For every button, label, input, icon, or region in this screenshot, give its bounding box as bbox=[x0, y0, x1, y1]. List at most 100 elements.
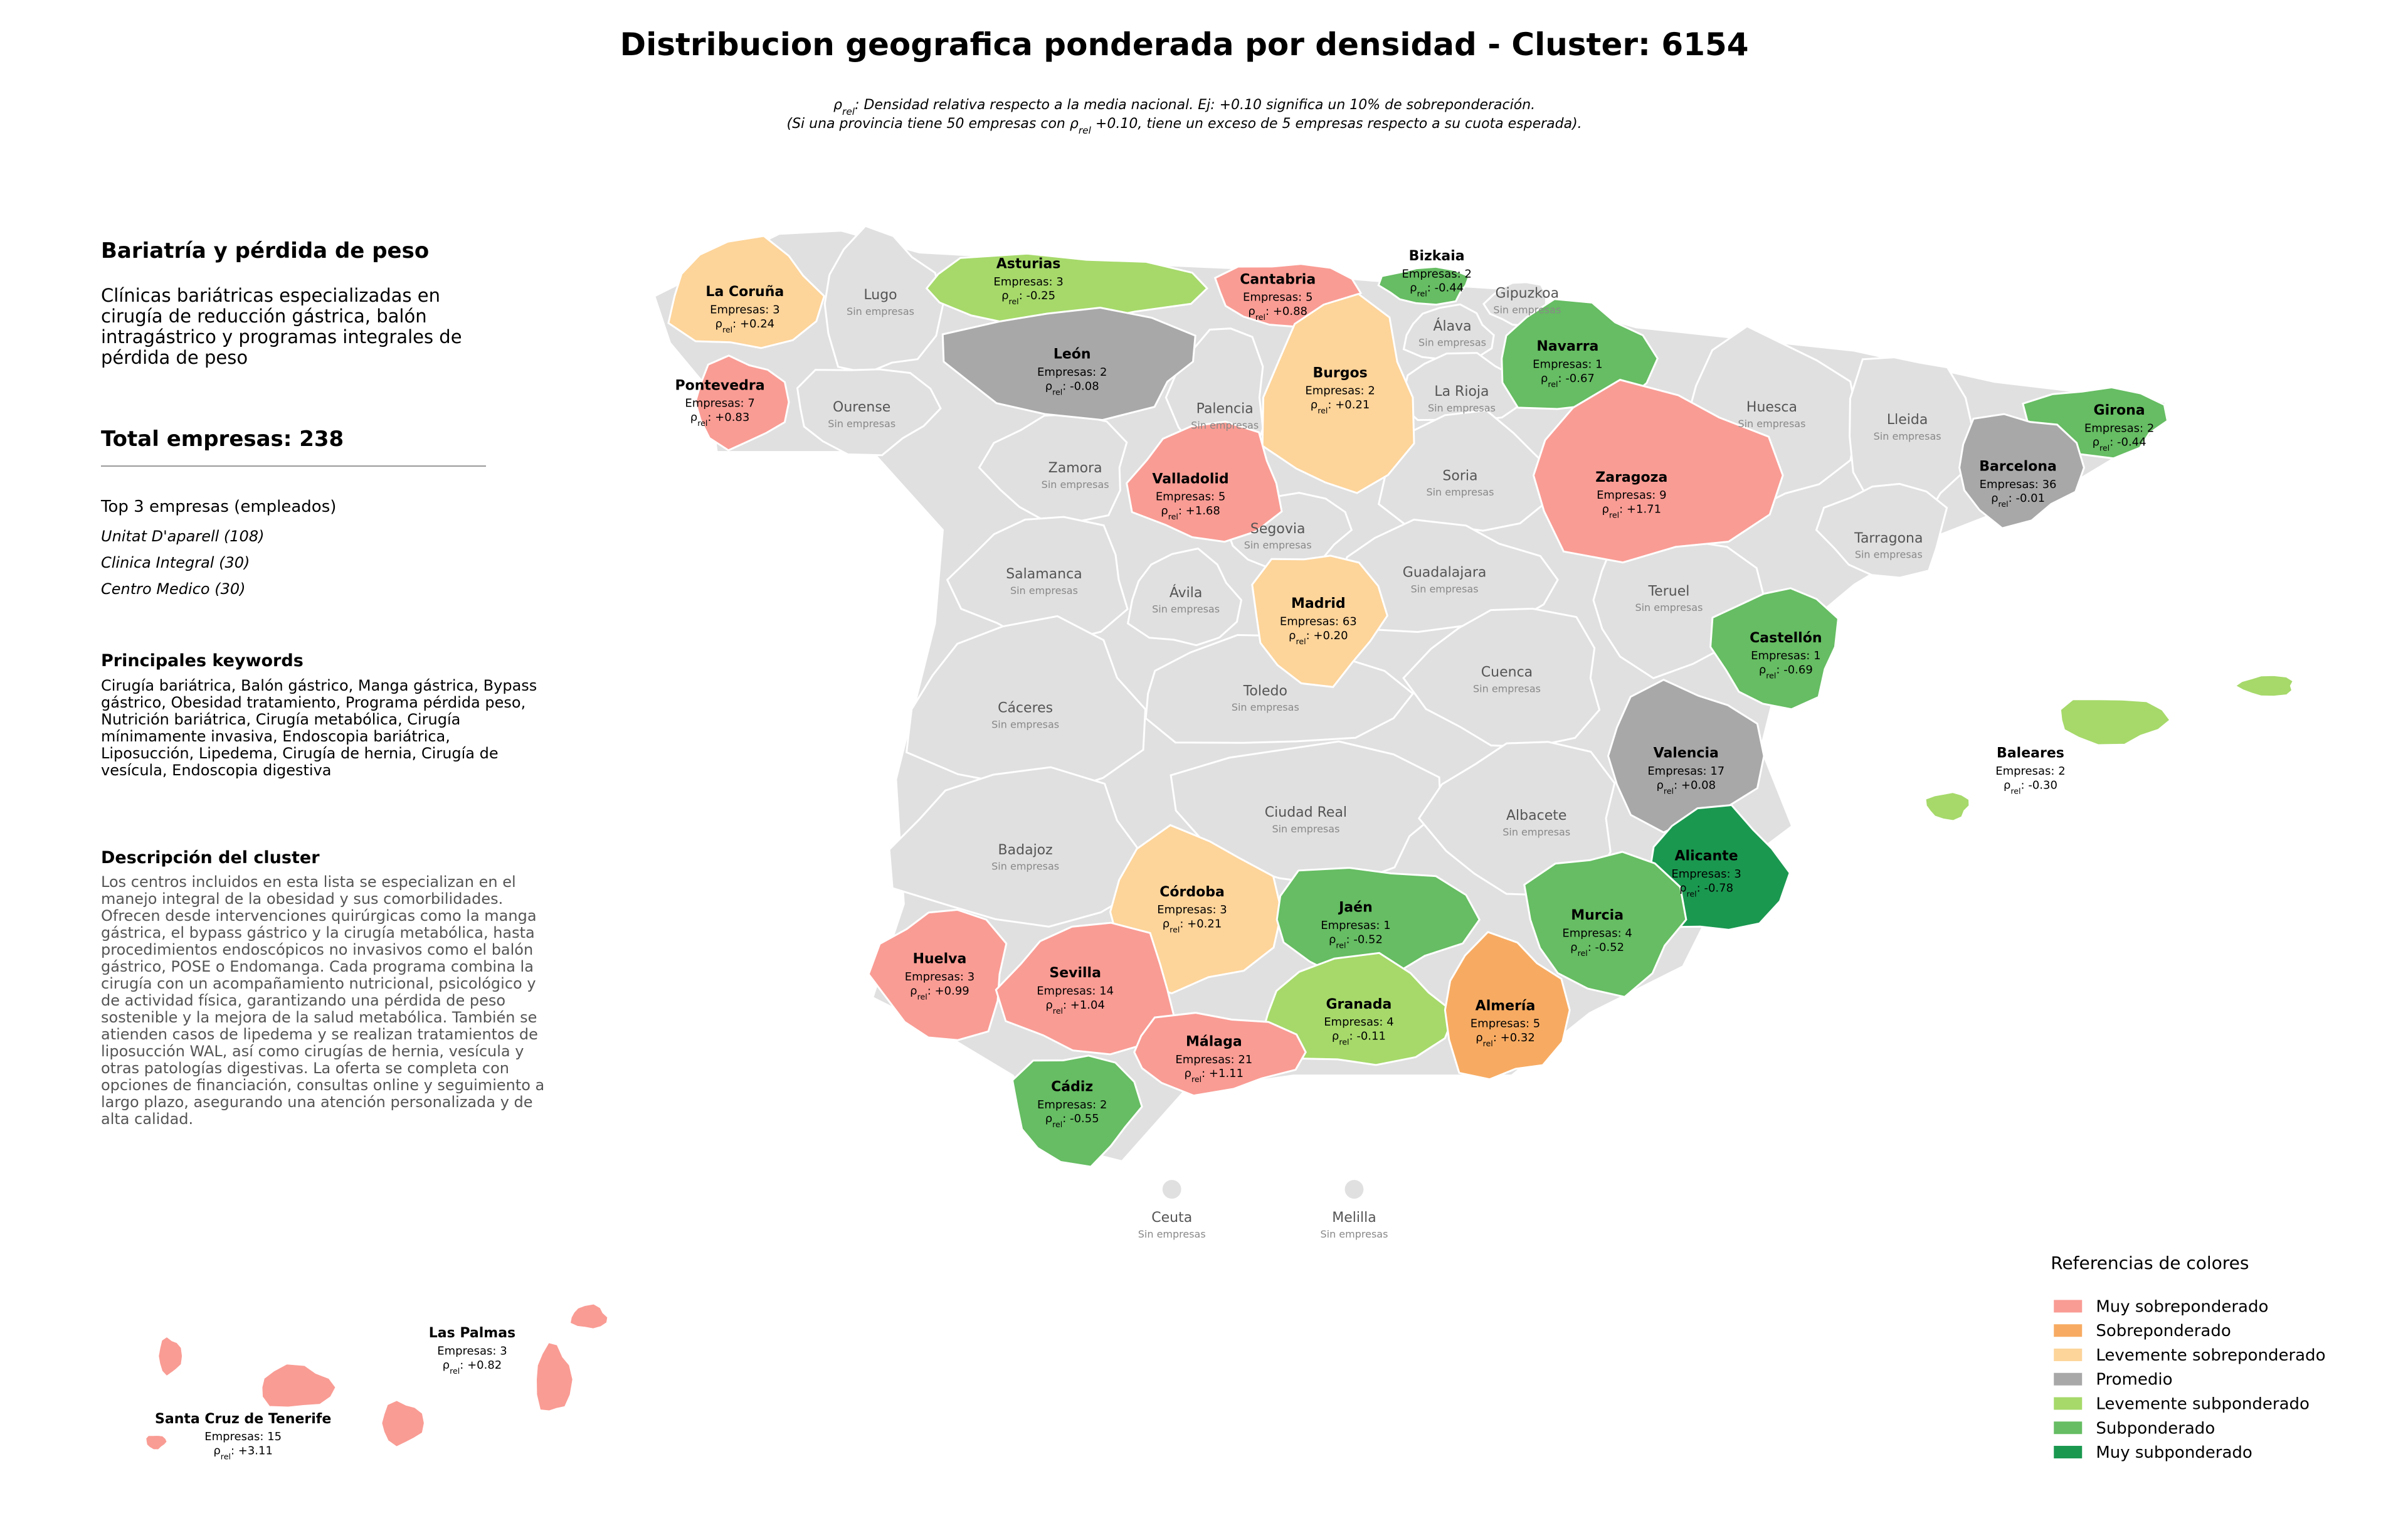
text-part: -0.44 bbox=[1435, 282, 1464, 295]
text-part: 4 bbox=[1625, 926, 1632, 940]
text-part: +0.99 bbox=[935, 984, 969, 997]
province-companies: Empresas: 1 bbox=[1751, 649, 1820, 662]
province-companies: Empresas: 1 bbox=[1533, 358, 1602, 371]
province-name: Melilla bbox=[1332, 1210, 1376, 1226]
province-name: Las Palmas bbox=[429, 1325, 515, 1341]
province-no-data: Sin empresas bbox=[1272, 823, 1339, 835]
text-part: 1 bbox=[1383, 919, 1390, 932]
text-part: ρ bbox=[1656, 778, 1663, 792]
text-part: +0.82 bbox=[467, 1359, 502, 1372]
province-name: Santa Cruz de Tenerife bbox=[155, 1411, 331, 1427]
island bbox=[144, 1433, 169, 1451]
province-name: Albacete bbox=[1506, 808, 1566, 824]
province-no-data: Sin empresas bbox=[991, 861, 1059, 873]
province-companies: Empresas: 9 bbox=[1597, 489, 1666, 502]
province-name: Soria bbox=[1442, 468, 1477, 484]
province-name: Burgos bbox=[1312, 365, 1367, 381]
province-companies: Empresas: 21 bbox=[1175, 1053, 1252, 1066]
text-part: rel bbox=[917, 992, 927, 1001]
text-part: : bbox=[460, 1359, 463, 1372]
province-rho: ρrel: +0.88 bbox=[1248, 305, 1307, 321]
province-name: Madrid bbox=[1291, 596, 1346, 612]
text-part: (Si una provincia tiene 50 empresas con bbox=[786, 116, 1069, 132]
province-companies: Empresas: 5 bbox=[1243, 291, 1312, 304]
text-part: Empresas: bbox=[1280, 615, 1339, 628]
province-name: Ourense bbox=[833, 400, 890, 415]
text-part: rel bbox=[1609, 510, 1619, 519]
province-companies: Empresas: 36 bbox=[1980, 478, 2057, 491]
text-part: 3 bbox=[1734, 867, 1741, 881]
text-part: rel bbox=[1483, 1038, 1493, 1048]
note-line: (Si una provincia tiene 50 empresas con … bbox=[786, 116, 1582, 136]
province-no-data: Sin empresas bbox=[1738, 418, 1805, 430]
legend-label: Levemente sobreponderado bbox=[2096, 1346, 2325, 1365]
province-name: Huelva bbox=[913, 952, 967, 967]
province-rho: ρrel: +1.68 bbox=[1161, 504, 1220, 521]
text-part: 2 bbox=[2058, 765, 2065, 778]
text-part: 9 bbox=[1659, 489, 1666, 502]
text-part: 2 bbox=[1368, 385, 1375, 398]
province-companies: Empresas: 3 bbox=[993, 275, 1063, 289]
legend-label: Sobreponderado bbox=[2096, 1322, 2231, 1340]
province-name: Segovia bbox=[1250, 521, 1306, 537]
text-part: +0.08 bbox=[1681, 778, 1716, 792]
text-part: -0.30 bbox=[2028, 778, 2057, 792]
province-shape bbox=[1133, 1012, 1307, 1097]
text-part: Empresas: bbox=[1980, 478, 2039, 491]
province-rho: ρrel: +0.82 bbox=[443, 1359, 502, 1376]
text-part: ρ bbox=[2093, 436, 2099, 449]
text-part: Empresas: bbox=[2084, 422, 2143, 435]
text-part: ρ bbox=[1570, 941, 1577, 954]
text-part: ρ bbox=[213, 1445, 220, 1458]
province-name: La Coruña bbox=[705, 284, 784, 300]
text-part: -0.08 bbox=[1070, 379, 1099, 393]
text-part: 5 bbox=[1218, 491, 1225, 504]
text-part: Empresas: bbox=[905, 970, 964, 984]
text-part: : bbox=[231, 1445, 235, 1458]
text-part: rel bbox=[1296, 636, 1306, 645]
province-companies: Empresas: 2 bbox=[1037, 366, 1107, 379]
province-shape bbox=[1275, 866, 1481, 981]
top-companies: Top 3 empresas (empleados) Unitat D'apar… bbox=[101, 497, 552, 598]
top-item: Unitat D'aparell (108) bbox=[101, 528, 265, 545]
text-part: 4 bbox=[1386, 1016, 1393, 1029]
chart-title: Distribucion geografica ponderada por de… bbox=[620, 26, 1749, 63]
province-name: Castellón bbox=[1750, 630, 1822, 646]
province-shape bbox=[694, 354, 790, 452]
legend-swatch bbox=[2054, 1397, 2083, 1410]
text-part: ρ bbox=[1329, 933, 1336, 946]
text-part: -0.78 bbox=[1704, 881, 1733, 894]
text-part: ρ bbox=[716, 317, 722, 331]
text-part: ρ bbox=[1410, 282, 1417, 295]
province-no-data: Sin empresas bbox=[1473, 682, 1541, 694]
province-no-data: Sin empresas bbox=[991, 718, 1059, 730]
text-part: : bbox=[1588, 941, 1592, 954]
text-part: rel bbox=[1417, 289, 1427, 298]
province-shape bbox=[1532, 378, 1784, 564]
province-companies: Empresas: 2 bbox=[1305, 385, 1375, 398]
province-rho: ρrel: +0.24 bbox=[716, 317, 775, 334]
text-part: +1.11 bbox=[1209, 1067, 1244, 1080]
province-no-data: Sin empresas bbox=[1152, 603, 1220, 615]
sidebar-title: Bariatría y pérdida de peso bbox=[101, 238, 430, 263]
text-part: 14 bbox=[1099, 984, 1114, 997]
text-part: ρ bbox=[1679, 881, 1686, 894]
province-companies: Empresas: 3 bbox=[905, 970, 974, 984]
province-name: Girona bbox=[2094, 403, 2145, 418]
legend-swatch bbox=[2054, 1324, 2083, 1337]
text-part: : bbox=[1201, 1067, 1205, 1080]
province-name: Palencia bbox=[1196, 401, 1254, 417]
province-shape bbox=[1709, 587, 1839, 711]
province-name: Lugo bbox=[863, 287, 897, 303]
text-part: rel bbox=[1052, 387, 1062, 396]
text-part: 21 bbox=[1238, 1053, 1252, 1066]
text-part: +0.24 bbox=[740, 317, 774, 331]
province-rho: ρrel: +0.20 bbox=[1289, 629, 1348, 646]
text-part: ρ bbox=[1163, 918, 1170, 931]
text-part: : bbox=[1062, 1112, 1066, 1125]
text-part: rel bbox=[2010, 786, 2020, 795]
province-name: Baleares bbox=[1997, 746, 2064, 761]
province-rho: ρrel: +0.08 bbox=[1656, 778, 1716, 795]
divider bbox=[101, 465, 486, 467]
legend-title: Referencias de colores bbox=[2051, 1253, 2249, 1273]
